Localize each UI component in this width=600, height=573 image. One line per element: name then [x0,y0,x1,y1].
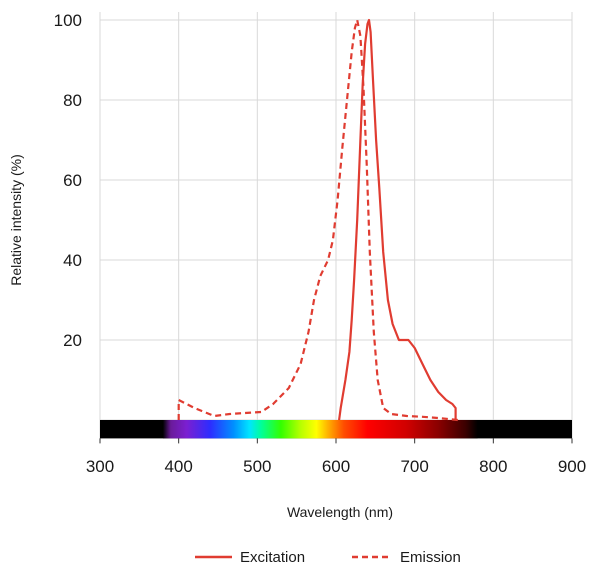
legend: Excitation Emission [195,549,461,566]
grid [99,12,573,440]
axes: 300 400 500 600 700 800 900 20 40 60 80 100 [54,11,587,476]
y-tick-label-60: 60 [63,171,82,190]
legend-excitation-label: Excitation [240,549,305,566]
y-tick-label-80: 80 [63,91,82,110]
x-tick-label-600: 600 [322,457,350,476]
x-tick-label-400: 400 [164,457,192,476]
y-tick-label-100: 100 [54,11,82,30]
legend-emission-label: Emission [400,549,461,566]
y-tick-label-40: 40 [63,251,82,270]
x-axis-title: Wavelength (nm) [287,504,393,520]
x-tick-label-800: 800 [479,457,507,476]
y-tick-label-20: 20 [63,331,82,350]
y-axis-title: Relative intensity (%) [8,154,24,286]
spectrum-band-visible [162,420,478,439]
series-lines [177,18,459,422]
series-excitation-line [338,18,457,421]
x-tick-label-700: 700 [400,457,428,476]
x-tick-label-900: 900 [558,457,586,476]
series-emission-line [177,18,459,422]
spectrum-band [100,420,572,439]
x-tick-label-300: 300 [86,457,114,476]
x-tick-label-500: 500 [243,457,271,476]
